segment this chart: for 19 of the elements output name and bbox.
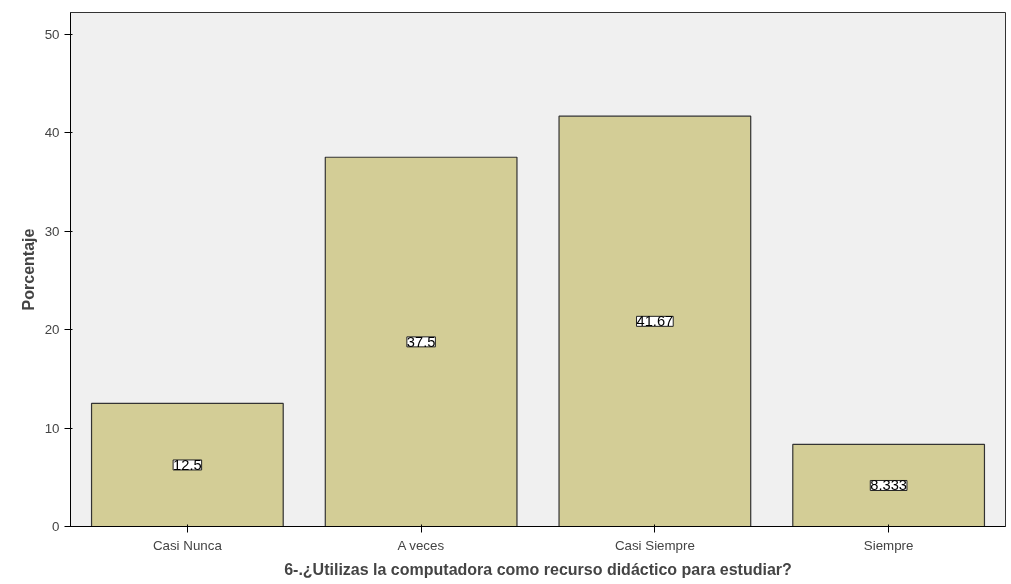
x-tick-label: A veces — [397, 537, 445, 553]
y-tick-label: 40 — [44, 125, 60, 141]
y-tick-label: 30 — [44, 223, 60, 239]
bar — [324, 156, 518, 527]
bar — [792, 443, 986, 527]
y-tick-label: 20 — [44, 322, 60, 338]
data-label: 12.5 — [173, 456, 202, 473]
y-axis-title: Porcentaje — [19, 228, 37, 311]
x-axis-title: 6-.¿Utilizas la computadora como recurso didáctico para estudiar? — [284, 560, 792, 578]
y-tick-label: 10 — [44, 420, 60, 436]
bar — [558, 115, 752, 527]
bar — [90, 402, 284, 527]
data-label: 8.333 — [870, 477, 907, 494]
y-tick-label: 0 — [52, 519, 60, 534]
x-tick-label: Casi Nunca — [152, 537, 223, 553]
y-tick-label: 50 — [44, 26, 60, 42]
x-tick-label: Siempre — [863, 537, 914, 553]
data-label: 37.5 — [406, 333, 436, 350]
x-tick-label: Casi Siempre — [614, 537, 695, 553]
